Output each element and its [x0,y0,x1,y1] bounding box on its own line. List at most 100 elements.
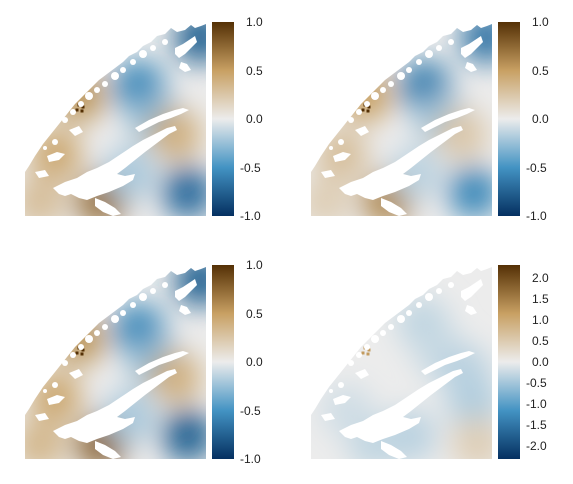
colorbar-tick-label: -2.0 [526,439,547,454]
colorbar-tick-label: 0.5 [246,63,263,78]
heatmap-cell [161,166,206,216]
colorbar-tick-label: -1.5 [526,418,547,433]
heatmap-hotspot [367,348,371,352]
water-mask [338,382,344,388]
water-mask [356,352,362,358]
fjord-mask [135,108,189,132]
water-mask [162,282,168,288]
water-mask [139,293,147,301]
fjord-mask [35,170,49,178]
heatmap-cell [447,378,492,431]
heatmap-cell [435,108,488,161]
sea-mask [25,22,206,172]
fjord-mask [321,413,335,421]
heatmap-cell [25,176,66,216]
water-mask [406,310,412,316]
water-mask [388,81,394,87]
fjord-mask [461,36,483,58]
heatmap-hotspot [75,351,79,355]
fjord-mask [421,108,475,132]
colorbar [212,265,234,459]
heatmap-hotspot [80,352,84,356]
fjord-mask [95,441,121,459]
heatmap-hotspot [81,348,85,352]
fjord-mask [175,36,197,58]
water-mask [139,50,147,58]
heatmap-hotspot [366,109,370,113]
water-mask [102,324,108,330]
water-mask [364,344,370,350]
water-mask [130,302,136,308]
colorbar-tick-label: 0.0 [532,112,549,126]
colorbar-tick-label: 1.0 [246,15,263,29]
water-mask [356,109,362,115]
colorbar-tick-label: -1.0 [240,452,261,466]
water-mask [416,302,422,308]
heatmap-cell [451,417,492,459]
fjord-mask [35,413,49,421]
water-mask [130,59,136,65]
colorbar-tick-label: 0.5 [532,63,549,78]
fjord-mask [321,170,335,178]
colorbar-tick-label: -1.0 [526,397,547,412]
fjord-mask [421,351,475,375]
heatmap-cell [25,419,66,459]
colorbar-tick-label: 1.0 [246,258,263,272]
water-mask [150,45,156,51]
sea-mask [311,22,492,172]
colorbar [498,265,520,459]
heatmap-cell [149,351,202,404]
fjord-mask [135,351,189,375]
fjord-mask [69,126,83,136]
water-mask [448,282,454,288]
water-mask [78,101,84,107]
fjord-mask [381,198,407,216]
water-mask [62,360,68,366]
water-mask [348,360,354,366]
fjord-mask [333,395,351,405]
colorbar-tick-label: 1.5 [532,291,549,306]
water-mask [329,389,333,393]
sea-mask [25,265,206,415]
heatmap-cell [161,409,206,459]
colorbar-tick-label: 0.0 [532,355,549,369]
water-mask [70,109,76,115]
colorbar-tick-label: -0.5 [526,376,547,391]
fjord-mask [69,369,83,379]
colorbar [212,22,234,216]
sea-mask [311,265,492,415]
heatmap-cell [149,108,202,161]
colorbar-ticks: 1.0 0.5 0.0 -0.5 -1.0 [240,259,290,465]
water-mask [85,335,93,343]
water-mask [162,39,168,45]
fjord-mask [53,126,177,200]
water-mask [102,81,108,87]
water-mask [150,288,156,294]
colorbar-tick-label: 0.5 [532,333,549,348]
water-mask [111,72,119,80]
heatmap-map [25,22,206,216]
water-mask [329,146,333,150]
colorbar-tick-label: 2.0 [532,270,549,285]
heatmap-hotspot [81,105,85,109]
fjord-mask [465,62,477,72]
fjord-mask [355,126,369,136]
colorbar-tick-label: -1.0 [526,209,547,223]
fjord-mask [95,198,121,216]
water-mask [94,330,100,336]
colorbar-ticks: 2.0 1.5 1.0 0.5 0.0 -0.5 -1.0 -1.5 -2.0 [526,265,572,459]
colorbar-tick-label: 1.0 [532,312,549,327]
heatmap-map [25,265,206,459]
fjord-mask [339,126,463,200]
heatmap-hotspot [361,351,365,355]
water-mask [448,39,454,45]
heatmap-hotspot [75,108,79,112]
colorbar-tick-label: 0.0 [246,112,263,126]
water-mask [380,87,386,93]
heatmap-cell [447,166,492,216]
colorbar-tick-label: 0.0 [246,355,263,369]
water-mask [120,310,126,316]
heatmap-cell [311,176,352,216]
colorbar-ticks: 1.0 0.5 0.0 -0.5 -1.0 [526,16,572,222]
fjord-mask [53,369,177,443]
